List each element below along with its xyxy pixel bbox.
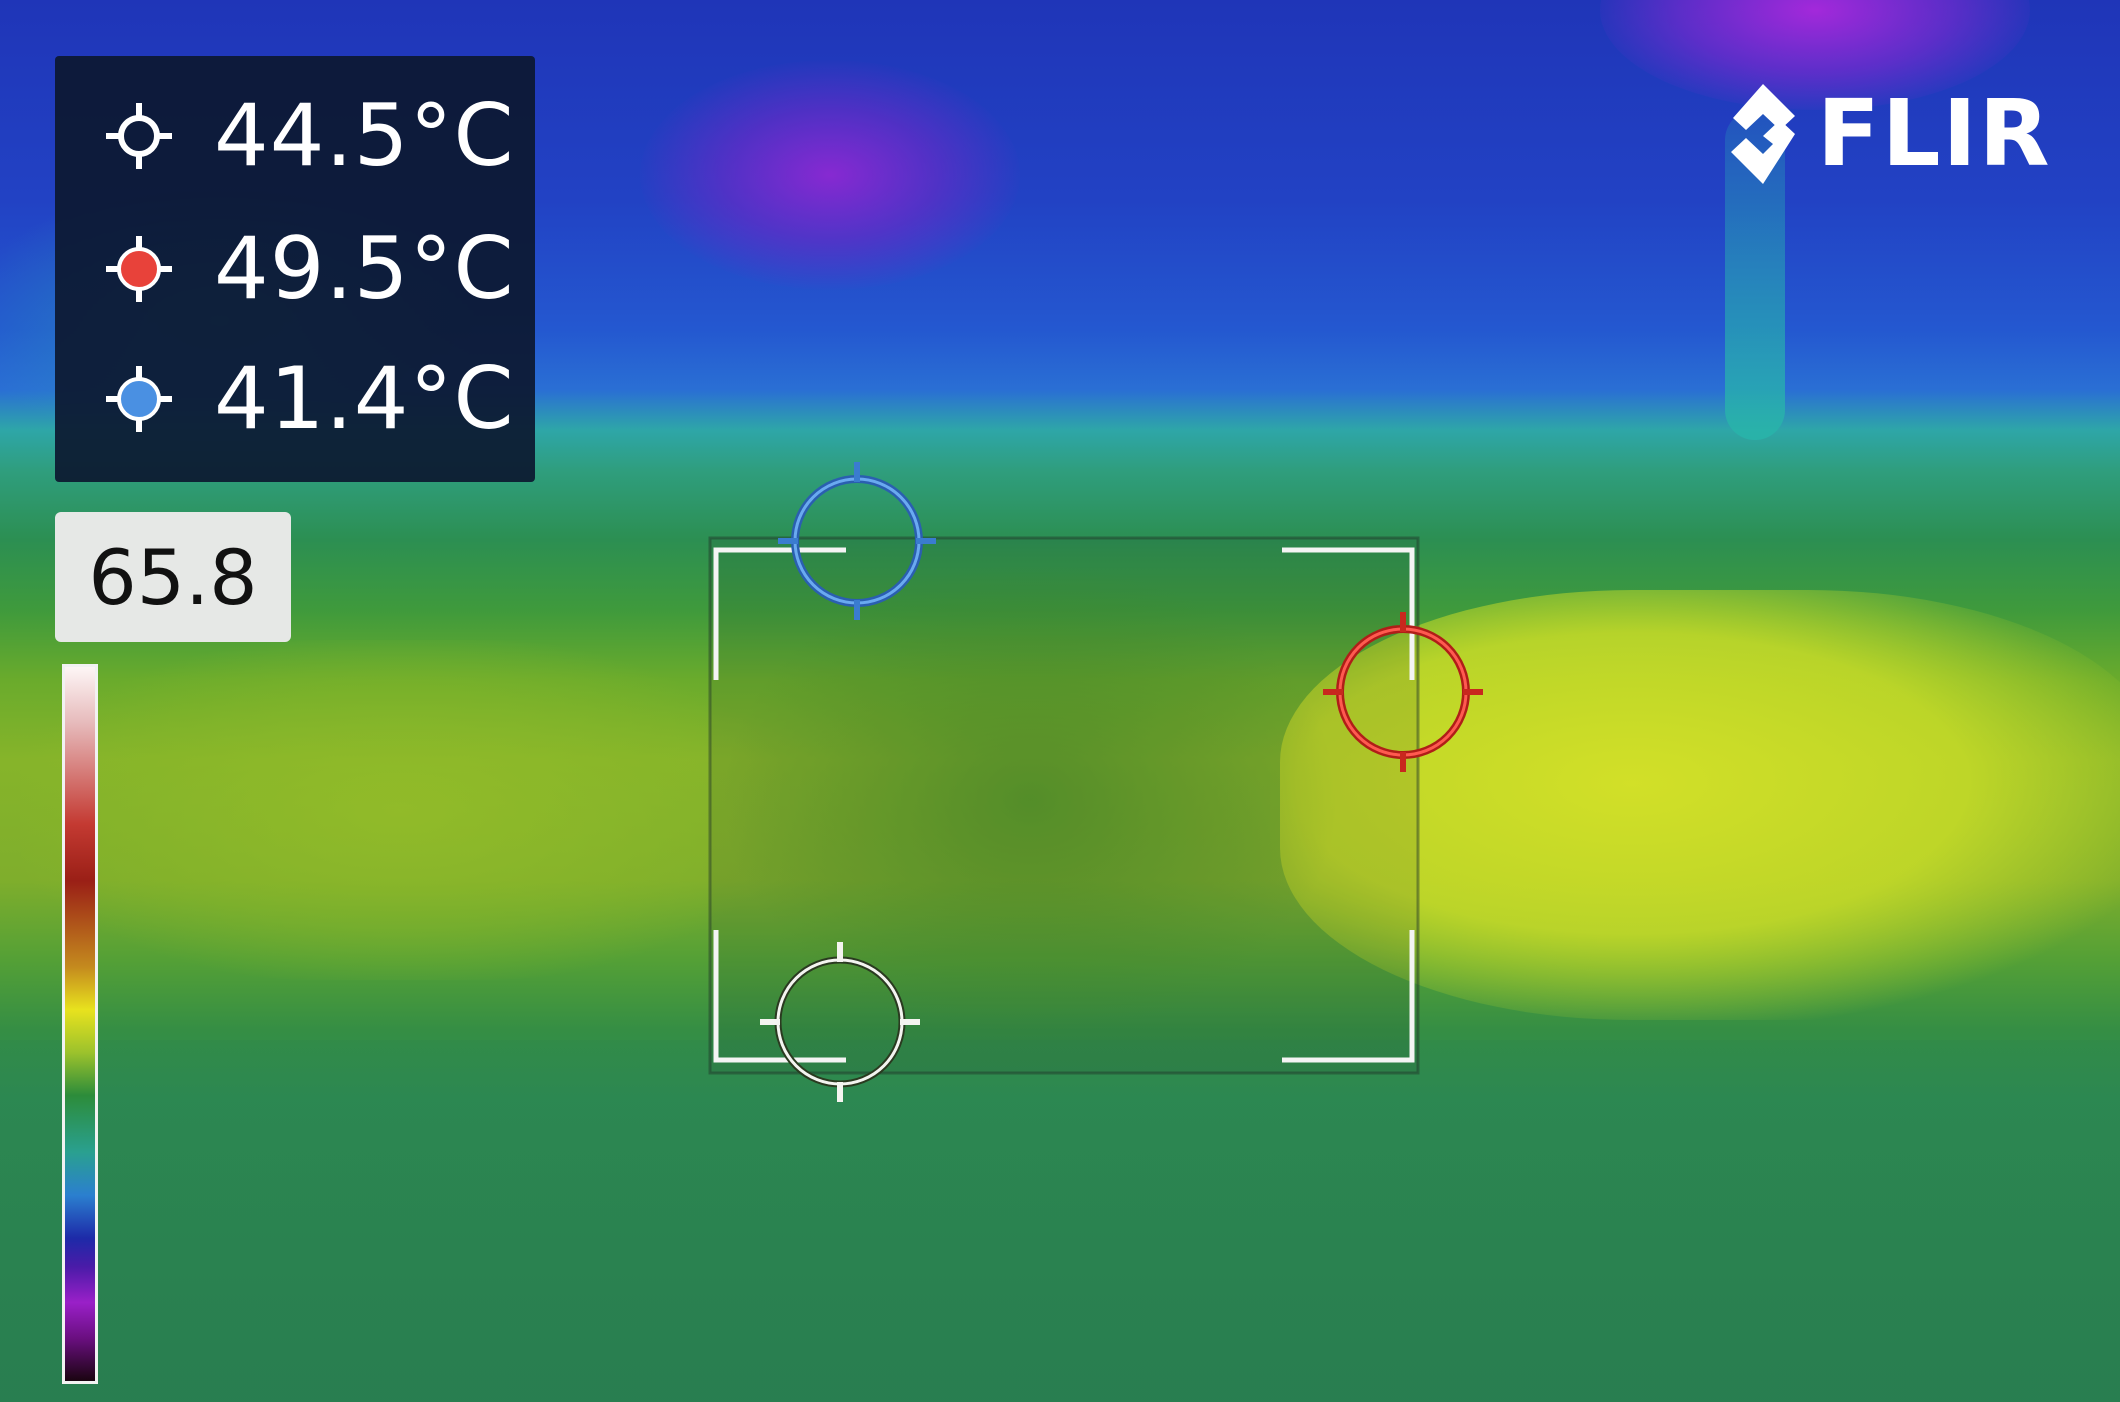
center-spot-readout: 44.5°C [55, 71, 535, 201]
cold-spot-readout: 41.4°C [55, 334, 535, 464]
cold-spot-temperature: 41.4°C [214, 349, 515, 449]
heat-blob [20, 640, 780, 980]
color-scale-bar [62, 664, 98, 1384]
flir-diamond-icon [1731, 84, 1795, 184]
measurement-box[interactable] [708, 536, 1420, 1075]
crosshair-blue-icon [106, 366, 172, 432]
scale-max-value[interactable]: 65.8 [55, 512, 291, 642]
flir-logo-text: FLIR [1817, 80, 2052, 187]
heat-blob [640, 60, 1020, 290]
crosshair-white-icon [106, 103, 172, 169]
cold-spot-marker[interactable] [778, 462, 936, 620]
center-spot-temperature: 44.5°C [214, 86, 515, 186]
measurement-readout-panel: 44.5°C 49.5°C 41.4°C [55, 56, 535, 482]
hot-spot-marker[interactable] [1323, 612, 1483, 772]
heat-blob [0, 1040, 2120, 1402]
flir-logo: FLIR [1725, 78, 2050, 190]
crosshair-red-icon [106, 236, 172, 302]
center-spot-marker[interactable] [760, 942, 920, 1102]
hot-spot-temperature: 49.5°C [214, 219, 515, 319]
hot-spot-readout: 49.5°C [55, 204, 535, 334]
heat-blob [1280, 590, 2120, 1020]
